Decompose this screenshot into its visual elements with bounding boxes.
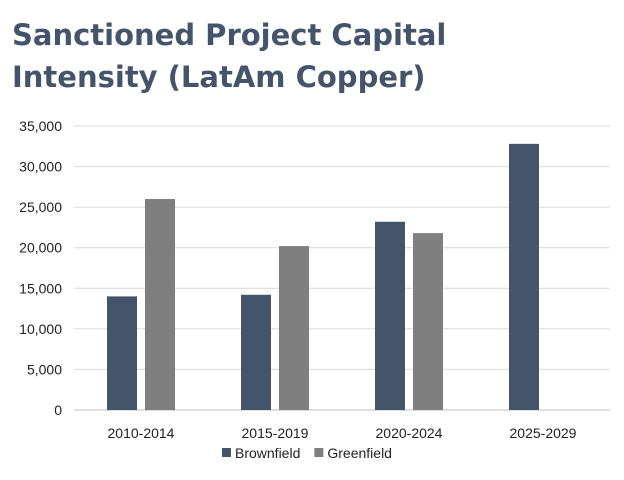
x-tick-label: 2025-2029 [510,425,577,441]
x-tick-label: 2015-2019 [242,425,309,441]
legend-swatch-greenfield [314,448,324,457]
y-tick-label: 30,000 [19,159,62,175]
legend-swatch-brownfield [222,448,231,457]
bar-brownfield [241,294,271,410]
y-tick-label: 25,000 [19,199,62,215]
y-tick-label: 20,000 [19,240,62,256]
y-tick-label: 0 [54,402,62,418]
bar-brownfield [509,143,539,410]
x-tick-label: 2020-2024 [376,425,443,441]
bar-brownfield [375,221,405,410]
y-tick-label: 15,000 [19,280,62,296]
chart-title-line-1: Sanctioned Project Capital [12,18,447,52]
legend-label-greenfield: Greenfield [327,445,392,461]
bar-greenfield [279,246,309,410]
bar-greenfield [413,233,443,410]
chart-title-line-2: Intensity (LatAm Copper) [12,60,426,94]
y-tick-label: 5,000 [27,361,62,377]
y-tick-label: 35,000 [19,118,62,134]
x-tick-label: 2010-2014 [108,425,175,441]
legend-label-brownfield: Brownfield [235,445,300,461]
chart-title: Sanctioned Project Capital Intensity (La… [12,14,612,98]
y-tick-label: 10,000 [19,321,62,337]
bar-greenfield [145,199,175,410]
bar-brownfield [107,296,137,410]
